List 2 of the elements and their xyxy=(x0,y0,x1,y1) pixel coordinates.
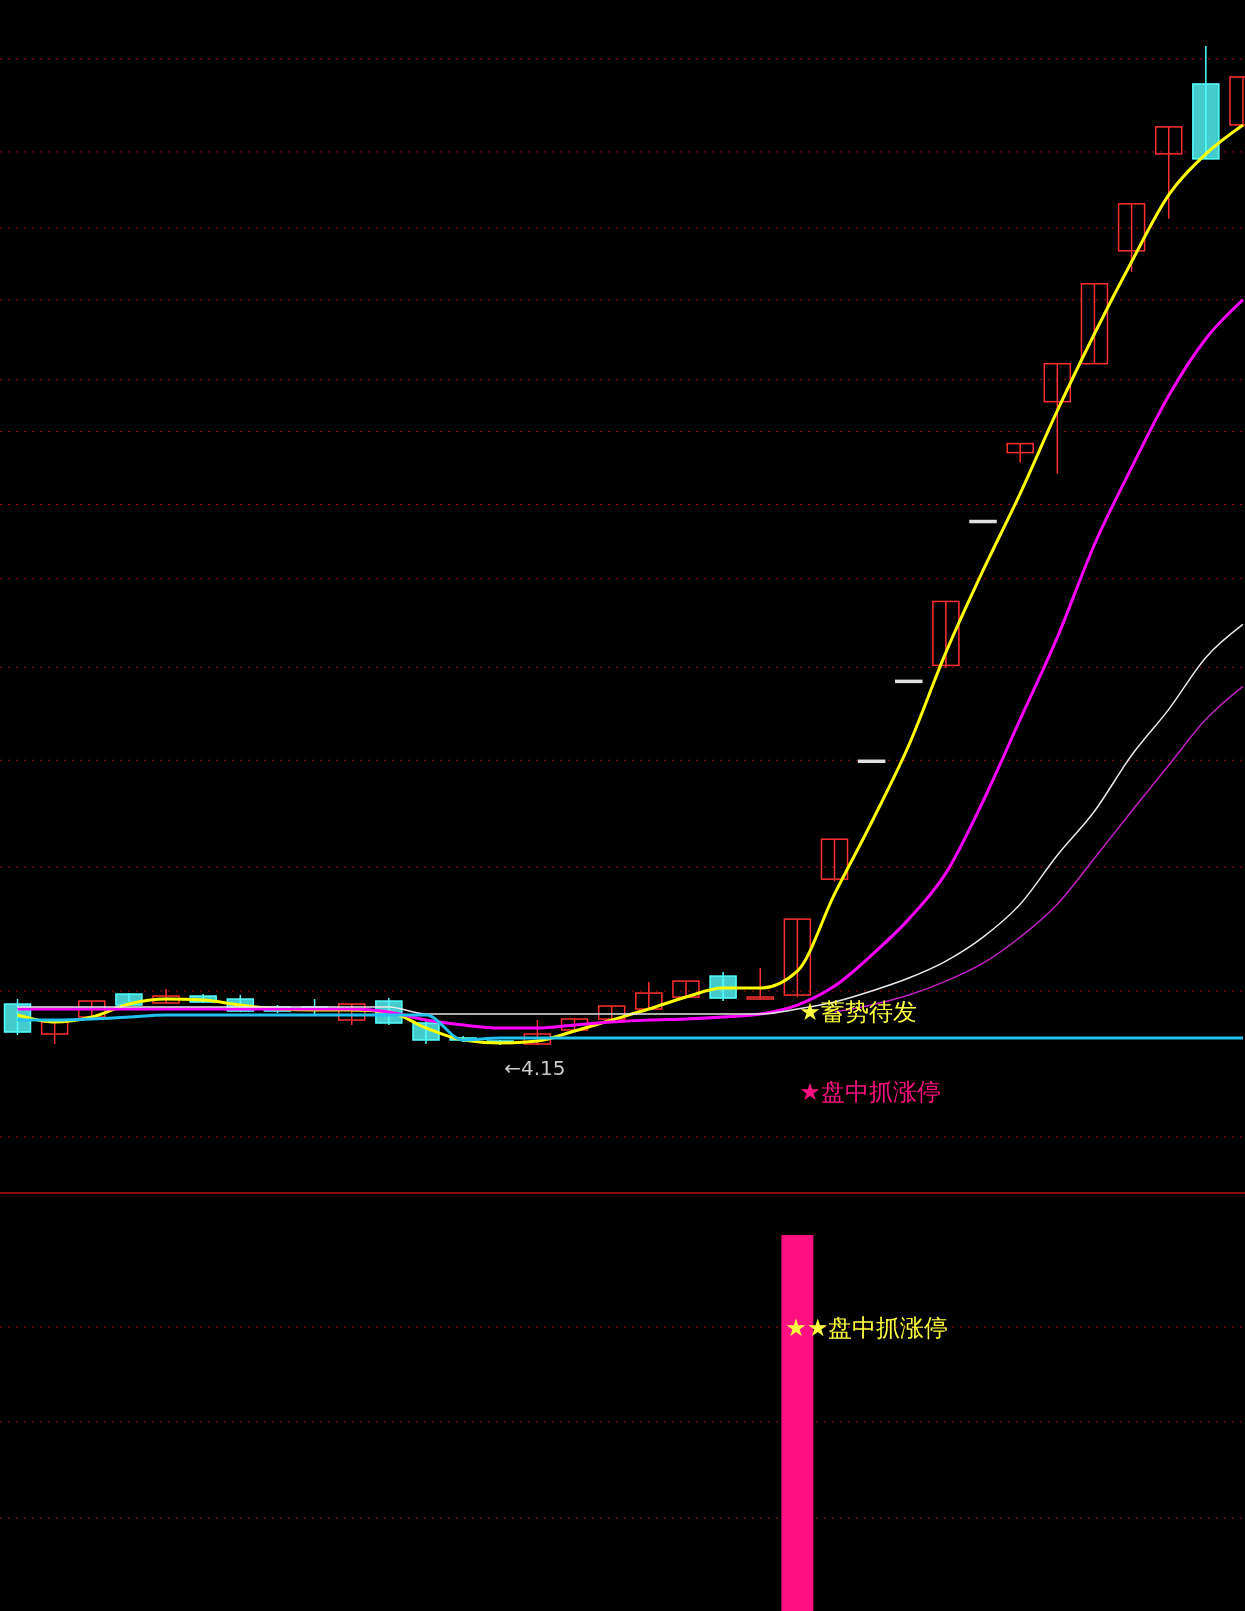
text: ★盘中抓涨停 xyxy=(799,1078,941,1106)
annotation: ←4.15 xyxy=(504,1056,566,1080)
